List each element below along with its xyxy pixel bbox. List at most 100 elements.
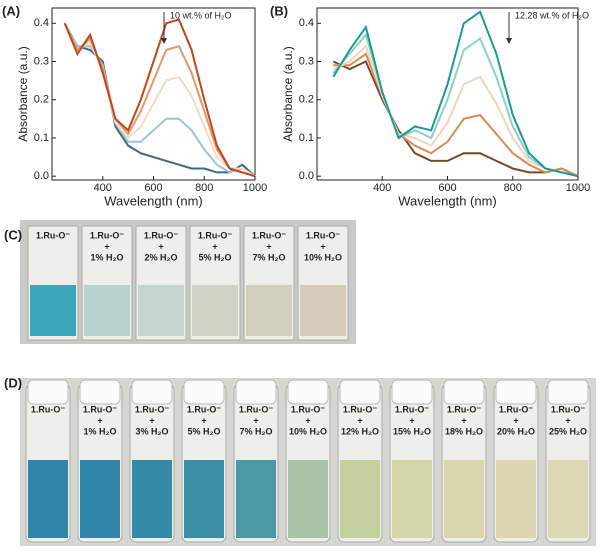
vial-label: 1.Ru-O⁻ [198,230,233,240]
y-tick-label: 0.2 [299,94,314,106]
vial-label: 1% H₂O [90,252,123,262]
vial-label: 1.Ru-O⁻ [447,404,482,414]
vial-label: + [253,415,258,425]
vial-label: 1.Ru-O⁻ [90,230,125,240]
vial-label: 1.Ru-O⁻ [551,404,586,414]
liquid [28,460,68,538]
annotation: 10 wt.% of H₂O [170,10,232,20]
vial-label: 10% H₂O [289,426,327,436]
y-tick-label: 0.3 [34,55,49,67]
vial-label: 1.Ru-O⁻ [395,404,430,414]
vial-label: 1.Ru-O⁻ [291,404,326,414]
vial-label: 20% H₂O [497,426,535,436]
vial-label: 25% H₂O [549,426,587,436]
plot-frame [316,7,579,181]
vial-label: 1.Ru-O⁻ [239,404,274,414]
vial-cap [79,379,121,405]
vial-cap [287,379,329,405]
vial-label: 15% H₂O [393,426,431,436]
y-tick-label: 0.1 [34,132,49,144]
liquid [132,460,172,538]
liquid [138,285,184,336]
y-tick-label: 0.0 [34,170,49,182]
y-tick-label: 0.3 [299,55,314,67]
vial-label: 1% H₂O [83,426,116,436]
spectrum-line [332,10,579,178]
liquid [246,285,292,336]
vial-label: + [305,415,310,425]
liquid [300,285,346,336]
spectrum-line [332,44,579,178]
liquid [288,460,328,538]
vial-cap [391,379,433,405]
vial-label: 1.Ru-O⁻ [252,230,287,240]
panel-label: (A) [2,3,20,18]
vial-label: 1.Ru-O⁻ [31,404,66,414]
liquid [84,285,130,336]
y-tick-label: 0.0 [299,170,314,182]
spectrum-line [332,60,579,178]
liquid [236,460,276,538]
vial-cap [235,379,277,405]
vial-label: + [201,415,206,425]
vial-cap [443,379,485,405]
vial-label: 1.Ru-O⁻ [187,404,222,414]
liquid [548,460,588,538]
vial-label: 7% H₂O [239,426,272,436]
y-tick-label: 0.1 [299,132,314,144]
vial-cap [183,379,225,405]
vial-label: 2% H₂O [144,252,177,262]
vial-label: 5% H₂O [198,252,231,262]
vial-label: 5% H₂O [187,426,220,436]
vial-label: 3% H₂O [135,426,168,436]
vial-label: + [320,241,325,251]
spectrum-line [63,18,256,178]
x-tick-label: 400 [373,182,391,194]
x-tick-label: 600 [144,182,162,194]
vial-label: 1.Ru-O⁻ [306,230,341,240]
vial-label: 12% H₂O [341,426,379,436]
vial-label: + [266,241,271,251]
annotation-arrowhead [506,38,512,44]
panel-label: (D) [4,375,22,390]
vial-label: 1.Ru-O⁻ [36,230,71,240]
y-tick-label: 0.2 [34,94,49,106]
y-tick-label: 0.4 [299,17,314,29]
vial-cap [131,379,173,405]
vial-label: 1.Ru-O⁻ [135,404,170,414]
vial-label: + [212,241,217,251]
liquid [340,460,380,538]
x-tick-label: 1000 [566,182,590,194]
x-tick-label: 1000 [243,182,267,194]
liquid [496,460,536,538]
annotation: 12.28 wt.% of H₂O [515,10,589,20]
x-tick-label: 400 [94,182,112,194]
liquid [392,460,432,538]
y-tick-label: 0.4 [34,17,49,29]
liquid [184,460,224,538]
x-tick-label: 600 [438,182,456,194]
y-axis-label: Absorbance (a.u.) [281,46,295,141]
vial-label: 18% H₂O [445,426,483,436]
vial-label: 7% H₂O [252,252,285,262]
annotation-arrowhead [161,38,167,44]
liquid [30,285,76,336]
vial-label: 1.Ru-O⁻ [144,230,179,240]
x-tick-label: 800 [504,182,522,194]
vial-cap [547,379,589,405]
vial-label: 10% H₂O [304,252,342,262]
plot-frame [51,7,256,181]
vial-cap [495,379,537,405]
vial-label: + [565,415,570,425]
vial-label: + [149,415,154,425]
vial-label: + [409,415,414,425]
x-axis-label: Wavelength (nm) [398,193,497,208]
vial-label: 1.Ru-O⁻ [343,404,378,414]
y-axis-label: Absorbance (a.u.) [16,46,30,141]
x-tick-label: 800 [195,182,213,194]
liquid [80,460,120,538]
vial-label: + [357,415,362,425]
spectrum-line [333,52,579,178]
vial-label: 1.Ru-O⁻ [499,404,534,414]
